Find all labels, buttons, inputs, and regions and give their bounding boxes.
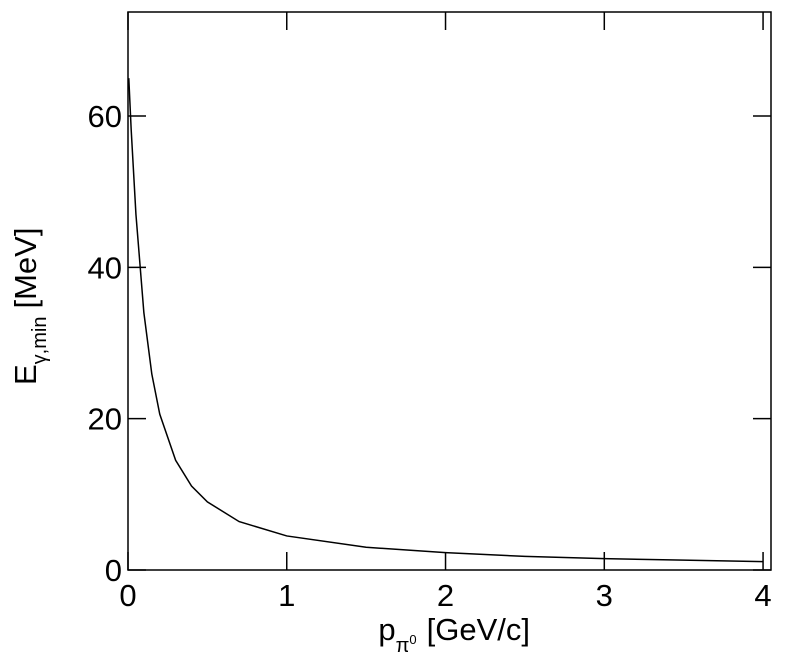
x-tick-label: 1 (278, 578, 295, 613)
y-tick-label: 0 (105, 553, 122, 588)
data-line (128, 78, 764, 563)
y-tick-label: 40 (88, 250, 122, 285)
x-label-sup: 0 (409, 632, 416, 647)
y-tick-label: 60 (88, 99, 122, 134)
x-tick-label: 3 (596, 578, 613, 613)
plot-frame (127, 11, 772, 571)
x-tick-label: 2 (437, 578, 454, 613)
y-tick-label: 20 (88, 402, 122, 437)
x-tick-label: 4 (754, 578, 771, 613)
x-label-sub: π (396, 635, 410, 657)
x-tick-label: 0 (119, 578, 136, 613)
y-label-sub: γ,min (29, 317, 51, 365)
y-axis-label: Eγ,min [MeV] (8, 228, 51, 385)
y-label-unit: [MeV] (8, 228, 43, 309)
y-label-main: E (8, 364, 43, 385)
x-axis-label: pπ0 [GeV/c] (378, 612, 530, 657)
x-label-main: p (378, 612, 395, 647)
x-label-unit: [GeV/c] (427, 612, 530, 647)
